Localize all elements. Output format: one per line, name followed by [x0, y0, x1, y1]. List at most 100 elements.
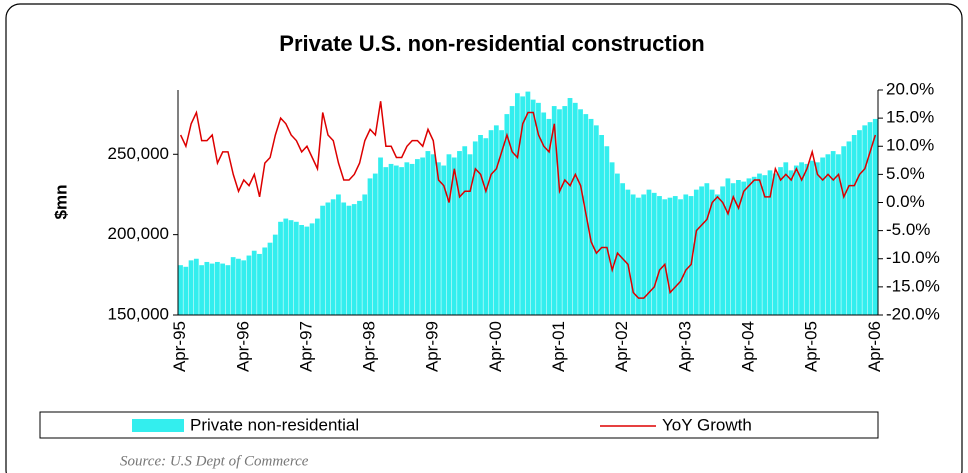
bar — [336, 194, 341, 315]
y2-tick-label: 10.0% — [886, 136, 934, 155]
bar — [530, 99, 536, 316]
bar — [778, 167, 783, 315]
bar — [520, 96, 526, 315]
bar — [830, 151, 836, 315]
bar — [330, 199, 336, 315]
bar — [293, 221, 299, 315]
bar — [304, 226, 310, 315]
bar — [257, 253, 262, 315]
bar — [620, 183, 626, 315]
bar — [414, 159, 420, 315]
bar — [262, 247, 268, 315]
bar — [641, 194, 647, 315]
bar — [678, 199, 683, 315]
bar — [299, 225, 304, 315]
bar — [725, 178, 731, 315]
y2-tick-label: -10.0% — [886, 248, 940, 267]
bar — [625, 189, 631, 315]
legend-label: YoY Growth — [662, 415, 752, 434]
bar — [267, 242, 273, 315]
bar — [372, 173, 378, 315]
x-tick-label: Apr-03 — [675, 321, 694, 372]
bar — [593, 125, 599, 315]
x-tick-label: Apr-01 — [549, 321, 568, 372]
bar — [825, 154, 831, 315]
bar — [793, 165, 799, 315]
bar — [451, 157, 457, 315]
bar — [736, 180, 741, 315]
bar — [504, 114, 510, 315]
bar — [457, 151, 462, 315]
bar — [536, 102, 541, 315]
bar — [193, 258, 199, 315]
bar — [820, 157, 826, 315]
bar — [630, 194, 636, 315]
bar — [346, 205, 352, 315]
bar — [551, 106, 557, 315]
bar — [693, 189, 699, 315]
bar — [472, 141, 478, 315]
bar — [246, 255, 252, 315]
bar — [204, 261, 210, 315]
bar — [383, 167, 389, 315]
bar — [225, 265, 231, 315]
bar — [578, 109, 583, 316]
bar — [783, 162, 789, 315]
bar — [378, 157, 383, 315]
bar — [409, 163, 415, 315]
bar — [714, 194, 720, 315]
bar — [199, 265, 204, 315]
bar — [241, 260, 247, 315]
bar — [851, 135, 857, 315]
bar — [557, 109, 562, 316]
y2-tick-label: 15.0% — [886, 108, 934, 127]
bar — [704, 183, 710, 315]
bar — [804, 163, 810, 315]
bar — [741, 181, 747, 315]
bar — [393, 165, 399, 315]
chart-title: Private U.S. non-residential constructio… — [279, 31, 704, 56]
bar — [362, 194, 368, 315]
bar — [478, 135, 483, 315]
bar — [309, 223, 315, 315]
bar — [846, 141, 852, 315]
bar — [493, 125, 499, 315]
bar — [751, 176, 757, 315]
x-tick-label: Apr-02 — [612, 321, 631, 372]
bar — [809, 160, 815, 315]
bar — [388, 163, 394, 315]
bar — [562, 106, 568, 315]
bar — [430, 154, 436, 315]
y-tick-label: 250,000 — [108, 144, 169, 163]
bar — [525, 91, 531, 315]
bar — [467, 154, 473, 315]
x-tick-label: Apr-00 — [486, 321, 505, 372]
bar — [499, 130, 504, 315]
bar — [667, 197, 673, 315]
bar — [357, 200, 362, 315]
y2-tick-label: 20.0% — [886, 79, 934, 98]
bar — [283, 218, 289, 315]
bar — [188, 260, 194, 315]
bar — [425, 151, 431, 315]
bar — [699, 186, 704, 315]
bar — [351, 204, 357, 315]
x-tick-label: Apr-99 — [423, 321, 442, 372]
bar — [230, 257, 236, 315]
legend-label: Private non-residential — [190, 415, 359, 434]
bar — [836, 154, 841, 315]
bar — [867, 122, 873, 316]
bar — [772, 173, 778, 315]
bar — [272, 234, 278, 315]
bar — [488, 130, 494, 315]
bar — [857, 130, 862, 315]
bar — [446, 154, 452, 315]
bar — [767, 170, 773, 315]
bar — [514, 93, 520, 315]
bar — [604, 146, 610, 315]
bar — [320, 205, 326, 315]
bar — [214, 261, 220, 315]
bar — [614, 173, 620, 315]
bar — [341, 202, 347, 315]
bar — [483, 138, 489, 315]
